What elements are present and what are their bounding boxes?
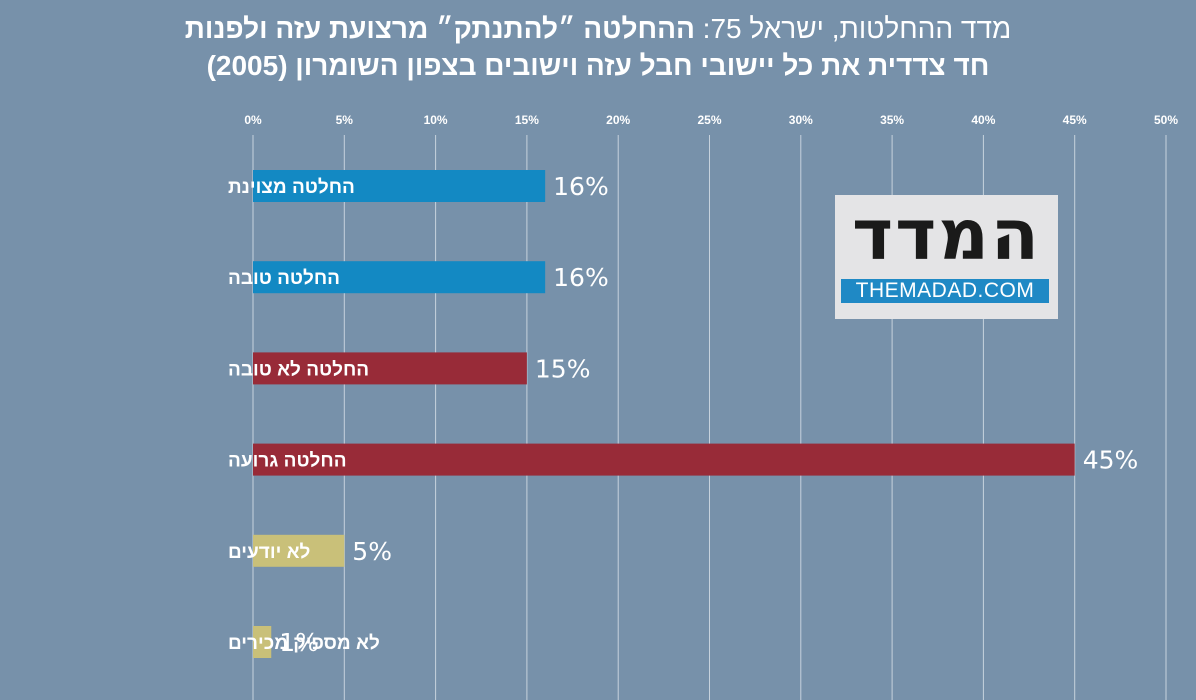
x-tick-label: 0%	[244, 113, 262, 127]
logo: המדד THEMADAD.COM	[835, 195, 1058, 319]
x-tick-label: 25%	[697, 113, 721, 127]
category-label: החלטה מצוינת	[228, 177, 355, 198]
title-line-1-bold: ההחלטה ״להתנתק״ מרצועת עזה ולפנות	[184, 13, 695, 44]
x-tick-label: 5%	[336, 113, 354, 127]
title-line-2: חד צדדית את כל יישובי חבל עזה וישובים בצ…	[206, 50, 990, 81]
x-tick-label: 15%	[515, 113, 539, 127]
category-label: לא מספיק מכירים	[228, 633, 380, 654]
data-label: 15%	[535, 354, 591, 383]
bar	[253, 352, 527, 385]
category-label: החלטה גרועה	[228, 451, 347, 472]
category-label: החלטה לא טובה	[228, 359, 369, 380]
data-label: 1%	[279, 628, 319, 657]
category-label: לא יודעים	[228, 542, 310, 563]
x-tick-label: 35%	[880, 113, 904, 127]
data-label: 16%	[553, 172, 609, 201]
x-tick-label: 10%	[424, 113, 448, 127]
bar	[253, 170, 546, 202]
title-prefix: מדד ההחלטות, ישראל 75:	[694, 13, 1012, 44]
bar	[253, 261, 546, 294]
data-label: 16%	[553, 263, 609, 292]
logo-wordmark: המדד	[851, 194, 1042, 276]
x-tick-label: 50%	[1154, 113, 1178, 127]
category-label: החלטה טובה	[228, 268, 340, 289]
x-tick-label: 20%	[606, 113, 630, 127]
data-label: 5%	[352, 537, 392, 566]
x-tick-label: 40%	[971, 113, 995, 127]
x-tick-label: 45%	[1063, 113, 1087, 127]
bar	[253, 534, 345, 567]
chart-title: מדד ההחלטות, ישראל 75: ההחלטה ״להתנתק״ מ…	[0, 10, 1196, 84]
logo-url: THEMADAD.COM	[841, 279, 1049, 303]
title-line-1: מדד ההחלטות, ישראל 75: ההחלטה ״להתנתק״ מ…	[0, 10, 1196, 47]
bar	[253, 626, 272, 658]
x-tick-label: 30%	[789, 113, 813, 127]
bar	[253, 443, 1075, 476]
data-label: 45%	[1083, 446, 1139, 475]
